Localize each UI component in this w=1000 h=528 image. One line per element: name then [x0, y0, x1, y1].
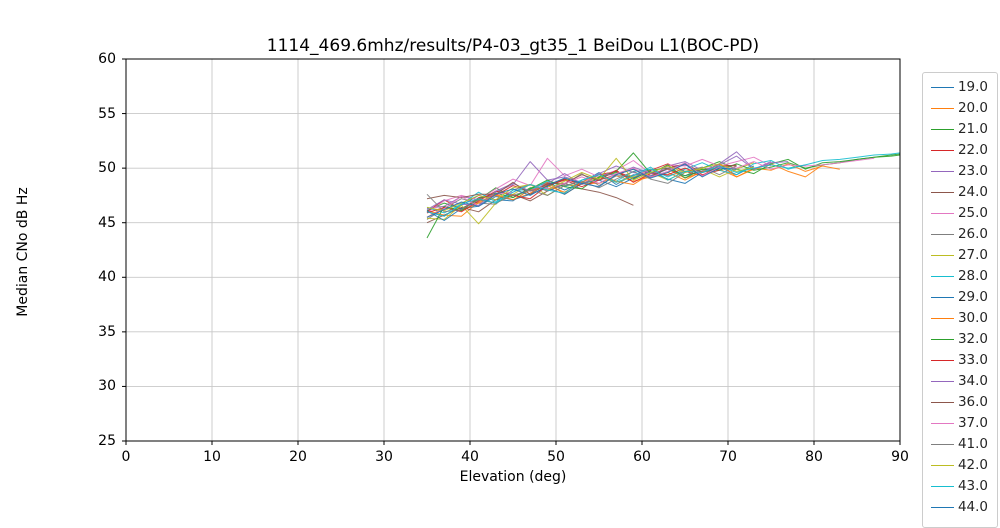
legend-label: 24.0 [957, 184, 988, 200]
legend-line-swatch [931, 297, 954, 298]
legend-label: 28.0 [957, 268, 988, 284]
legend-label: 22.0 [957, 142, 988, 158]
legend-row: 24.0 [923, 182, 997, 203]
y-tick-label: 45 [98, 214, 116, 231]
legend-label: 20.0 [957, 100, 988, 116]
legend-line-swatch [931, 360, 954, 361]
x-tick-label: 70 [719, 449, 737, 465]
legend-line-swatch [931, 402, 954, 403]
legend-label: 36.0 [957, 394, 988, 410]
y-axis-label: Median CNo dB Hz [15, 187, 31, 317]
series-line [426, 151, 789, 211]
series-line [426, 167, 720, 214]
legend-label: 42.0 [957, 457, 988, 473]
y-tick-label: 25 [98, 433, 116, 449]
legend-label: 43.0 [957, 478, 988, 494]
legend-row: 19.0 [923, 77, 997, 98]
series-line [426, 164, 806, 217]
legend-row: 44.0 [923, 497, 997, 518]
series-line [426, 162, 754, 225]
x-tick-label: 40 [461, 449, 479, 465]
legend-row: 41.0 [923, 434, 997, 455]
legend-row: 37.0 [923, 413, 997, 434]
legend-line-swatch [931, 381, 954, 382]
legend-label: 37.0 [957, 415, 988, 431]
series-line [426, 157, 754, 212]
legend-label: 44.0 [957, 499, 988, 515]
legend-label: 25.0 [957, 205, 988, 221]
legend-line-swatch [931, 192, 954, 193]
chart-title: 1114_469.6mhz/results/P4-03_gt35_1 BeiDo… [266, 36, 760, 56]
legend-line-swatch [931, 465, 954, 466]
x-tick-label: 50 [547, 449, 565, 465]
legend: 19.0 20.0 21.0 22.0 23.0 24.0 25.0 26.0 27.0 28.0… [922, 72, 998, 528]
legend-row: 43.0 [923, 476, 997, 497]
legend-label: 30.0 [957, 310, 988, 326]
legend-label: 34.0 [957, 373, 988, 389]
legend-row: 42.0 [923, 455, 997, 476]
legend-line-swatch [931, 276, 954, 277]
legend-row: 23.0 [923, 161, 997, 182]
x-tick-label: 30 [375, 449, 393, 465]
y-tick-label: 30 [98, 378, 116, 395]
series-line [426, 163, 840, 218]
x-tick-label: 0 [121, 449, 131, 465]
legend-row: 20.0 [923, 98, 997, 119]
axes-frame [125, 58, 901, 442]
legend-row: 28.0 [923, 266, 997, 287]
legend-row: 21.0 [923, 119, 997, 140]
x-tick-label: 20 [289, 449, 307, 465]
x-tick-label: 60 [633, 449, 651, 465]
legend-line-swatch [931, 129, 954, 130]
legend-label: 29.0 [957, 289, 988, 305]
legend-label: 41.0 [957, 436, 988, 452]
legend-label: 26.0 [957, 226, 988, 242]
legend-line-swatch [931, 87, 954, 88]
legend-line-swatch [931, 108, 954, 109]
plot-canvas [122, 58, 901, 445]
x-tick-label: 90 [891, 449, 909, 465]
legend-row: 34.0 [923, 371, 997, 392]
legend-line-swatch [931, 507, 954, 508]
legend-row: 26.0 [923, 224, 997, 245]
legend-row: 33.0 [923, 350, 997, 371]
legend-label: 21.0 [957, 121, 988, 137]
legend-row: 32.0 [923, 329, 997, 350]
legend-line-swatch [931, 423, 954, 424]
legend-line-swatch [931, 255, 954, 256]
legend-row: 27.0 [923, 245, 997, 266]
legend-line-swatch [931, 339, 954, 340]
y-tick-label: 40 [98, 269, 116, 286]
legend-line-swatch [931, 213, 954, 214]
legend-line-swatch [931, 150, 954, 151]
legend-label: 27.0 [957, 247, 988, 263]
x-tick-label: 10 [203, 449, 221, 465]
y-tick-label: 55 [98, 105, 116, 122]
legend-row: 30.0 [923, 308, 997, 329]
legend-row: 29.0 [923, 287, 997, 308]
series-line [426, 167, 720, 221]
y-tick-label: 60 [98, 51, 116, 67]
legend-label: 23.0 [957, 163, 988, 179]
legend-line-swatch [931, 318, 954, 319]
legend-label: 33.0 [957, 352, 988, 368]
series-line [426, 167, 703, 213]
legend-line-swatch [931, 234, 954, 235]
series-line [426, 163, 737, 218]
y-tick-label: 50 [98, 160, 116, 177]
series-line [426, 182, 634, 224]
y-tick-label: 35 [98, 323, 116, 340]
legend-label: 32.0 [957, 331, 988, 347]
legend-line-swatch [931, 171, 954, 172]
x-tick-label: 80 [805, 449, 823, 465]
legend-line-swatch [931, 486, 954, 487]
x-axis-label: Elevation (deg) [459, 469, 567, 485]
legend-line-swatch [931, 444, 954, 445]
legend-row: 25.0 [923, 203, 997, 224]
legend-label: 19.0 [957, 79, 988, 95]
figure: 1114_469.6mhz/results/P4-03_gt35_1 BeiDo… [15, 36, 998, 528]
legend-row: 36.0 [923, 392, 997, 413]
legend-row: 22.0 [923, 140, 997, 161]
